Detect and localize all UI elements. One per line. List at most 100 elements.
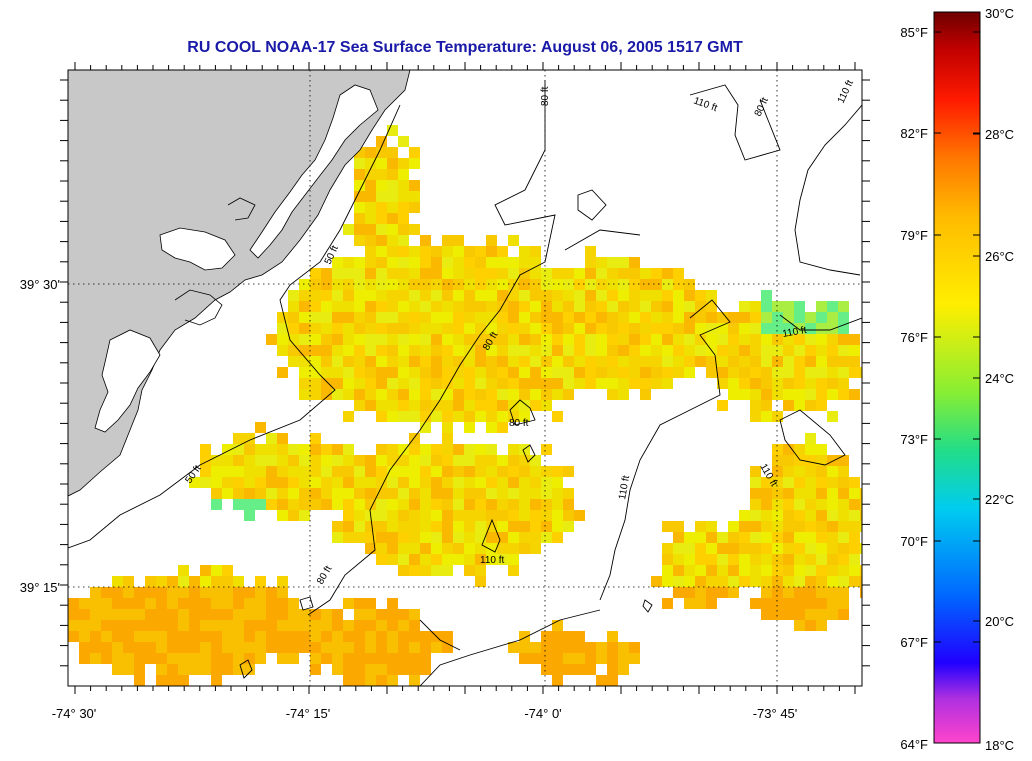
sst-pixel xyxy=(519,301,530,312)
sst-pixel xyxy=(838,510,849,521)
sst-pixel xyxy=(343,477,354,488)
sst-pixel xyxy=(178,642,189,653)
sst-pixel xyxy=(728,587,739,598)
sst-pixel xyxy=(618,290,629,301)
sst-pixel xyxy=(717,587,728,598)
sst-pixel xyxy=(233,466,244,477)
sst-pixel xyxy=(805,532,816,543)
sst-pixel xyxy=(519,279,530,290)
contour-line xyxy=(599,299,731,601)
sst-pixel xyxy=(618,312,629,323)
sst-pixel xyxy=(816,367,827,378)
sst-pixel xyxy=(244,510,255,521)
sst-pixel xyxy=(464,334,475,345)
sst-pixel xyxy=(442,301,453,312)
sst-pixel xyxy=(673,334,684,345)
sst-pixel xyxy=(365,213,376,224)
sst-pixel xyxy=(772,477,783,488)
sst-pixel xyxy=(662,378,673,389)
sst-pixel xyxy=(376,268,387,279)
sst-pixel xyxy=(761,554,772,565)
sst-pixel xyxy=(552,532,563,543)
sst-pixel xyxy=(310,433,321,444)
sst-pixel xyxy=(409,477,420,488)
sst-pixel xyxy=(409,565,420,576)
sst-pixel xyxy=(541,510,552,521)
fahrenheit-label: 79°F xyxy=(900,228,928,243)
sst-pixel xyxy=(442,411,453,422)
sst-pixel xyxy=(288,477,299,488)
sst-pixel xyxy=(574,664,585,675)
sst-pixel xyxy=(827,609,838,620)
sst-pixel xyxy=(310,279,321,290)
sst-pixel xyxy=(189,653,200,664)
sst-pixel xyxy=(178,631,189,642)
sst-pixel xyxy=(189,598,200,609)
sst-pixel xyxy=(541,664,552,675)
sst-pixel xyxy=(222,587,233,598)
sst-pixel xyxy=(442,565,453,576)
sst-pixel xyxy=(409,510,420,521)
sst-pixel xyxy=(816,400,827,411)
sst-pixel xyxy=(497,345,508,356)
sst-pixel xyxy=(365,378,376,389)
sst-pixel xyxy=(431,257,442,268)
sst-pixel xyxy=(365,653,376,664)
sst-pixel xyxy=(453,334,464,345)
sst-pixel xyxy=(629,268,640,279)
contour-label: 110 ft xyxy=(782,325,808,340)
sst-pixel xyxy=(299,279,310,290)
sst-pixel xyxy=(574,345,585,356)
sst-pixel xyxy=(321,334,332,345)
sst-pixel xyxy=(728,312,739,323)
sst-pixel xyxy=(288,334,299,345)
sst-pixel xyxy=(552,653,563,664)
sst-pixel xyxy=(90,620,101,631)
sst-pixel xyxy=(508,455,519,466)
sst-pixel xyxy=(684,279,695,290)
sst-pixel xyxy=(343,499,354,510)
sst-pixel xyxy=(343,510,354,521)
sst-pixel xyxy=(761,598,772,609)
lon-label: -73° 45' xyxy=(753,706,798,721)
sst-pixel xyxy=(508,532,519,543)
sst-pixel xyxy=(156,609,167,620)
contour-line xyxy=(779,409,846,466)
sst-pixel xyxy=(662,521,673,532)
sst-pixel xyxy=(739,576,750,587)
sst-pixel xyxy=(662,543,673,554)
sst-pixel xyxy=(321,653,332,664)
sst-pixel xyxy=(508,235,519,246)
sst-pixel xyxy=(497,554,508,565)
sst-pixel xyxy=(541,521,552,532)
sst-pixel xyxy=(530,510,541,521)
sst-pixel xyxy=(717,554,728,565)
sst-pixel xyxy=(354,191,365,202)
sst-pixel xyxy=(442,433,453,444)
sst-pixel xyxy=(79,631,90,642)
sst-pixel xyxy=(607,356,618,367)
sst-pixel xyxy=(838,587,849,598)
sst-pixel xyxy=(310,290,321,301)
sst-pixel xyxy=(552,378,563,389)
sst-pixel xyxy=(706,543,717,554)
sst-pixel xyxy=(464,367,475,378)
sst-pixel xyxy=(398,488,409,499)
sst-pixel xyxy=(409,268,420,279)
sst-pixel xyxy=(772,565,783,576)
sst-pixel xyxy=(376,356,387,367)
sst-pixel xyxy=(222,653,233,664)
sst-pixel xyxy=(761,411,772,422)
sst-pixel xyxy=(607,389,618,400)
sst-pixel xyxy=(475,389,486,400)
sst-pixel xyxy=(387,180,398,191)
sst-pixel xyxy=(310,367,321,378)
sst-pixel xyxy=(827,378,838,389)
sst-pixel xyxy=(816,499,827,510)
sst-pixel xyxy=(838,543,849,554)
sst-pixel xyxy=(783,466,794,477)
sst-pixel xyxy=(794,367,805,378)
sst-pixel xyxy=(189,477,200,488)
sst-pixel xyxy=(453,345,464,356)
sst-pixel xyxy=(805,433,816,444)
